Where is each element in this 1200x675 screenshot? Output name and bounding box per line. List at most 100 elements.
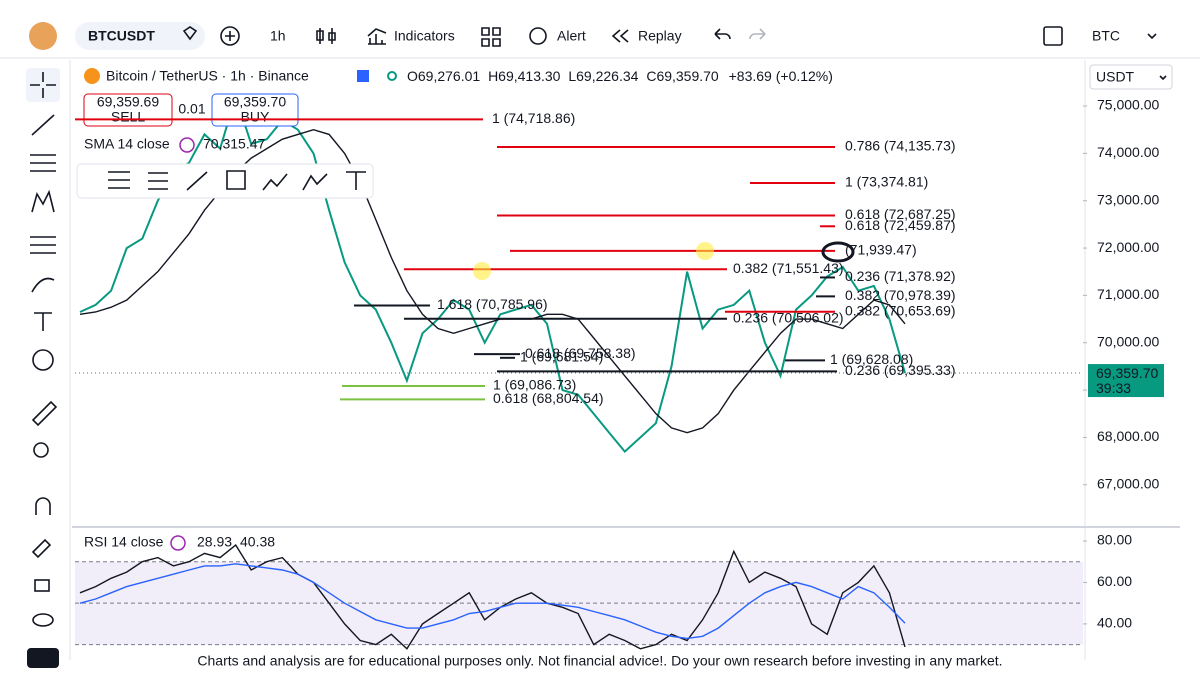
fib-label: 0.382 (71,551.43) [733,260,844,276]
fib-label: 0.618 (72,459.87) [845,217,956,233]
icon-add[interactable] [220,26,240,46]
tool-brush[interactable] [31,277,55,293]
close: C69,359.70 [646,68,719,84]
y-tick-label: 72,000.00 [1097,239,1159,255]
ticker[interactable]: BTC [1092,28,1120,44]
flag[interactable] [357,70,369,82]
fib-label: 1 (74,718.86) [492,110,575,126]
y-tick-label: 40.00 [1097,615,1132,631]
tool-trash[interactable] [27,648,59,668]
sell-label[interactable]: SELL [111,109,145,125]
fib-label: 0.618 (72,687.25) [845,206,956,222]
highlight [696,242,714,260]
overlay: Bitcoin / TetherUS · 1h · Binance O69,27… [75,68,1164,669]
tool-crosshair-bg[interactable] [26,68,60,102]
fib-label: 0.618 (69,758.38) [525,345,636,361]
tool-ruler[interactable] [31,400,58,427]
spread: 0.01 [178,101,205,117]
fib-label: 1 (73,374.81) [845,174,928,190]
icon-dropdown[interactable] [1147,33,1157,40]
buy-price[interactable]: 69,359.70 [224,94,286,110]
y-tick-label: 80.00 [1097,532,1132,548]
icon-indicators[interactable] [367,28,387,45]
status-dot [387,71,397,81]
fib-label: 1.618 (70,785.96) [437,296,548,312]
currency-select[interactable] [1089,64,1173,90]
y-tick-label: 67,000.00 [1097,475,1159,491]
last-price-box [1088,364,1164,398]
icon-candles[interactable] [316,28,336,44]
buy-label[interactable]: BUY [241,109,270,125]
y-tick-label: 60.00 [1097,573,1132,589]
disclaimer: Charts and analysis are for educational … [197,653,1002,669]
alert-button[interactable]: Alert [557,28,586,44]
fib-label: 1 (69,628.08) [830,351,913,367]
fib-label: 0.236 (70,506.02) [733,309,844,325]
icon-redo[interactable] [749,28,766,40]
countdown: 39:33 [1096,380,1131,396]
fib-label: (71,939.47) [845,242,917,258]
floating-toolbar [76,163,374,199]
fib-label: 1 (69,681.54) [520,349,603,365]
sma-settings[interactable] [179,137,195,153]
fib-label: 1 (69,086.73) [493,377,576,393]
icon-undo[interactable] [714,28,731,40]
fib-label: 0.236 (69,395.33) [845,362,956,378]
coin-logo [84,68,100,84]
tool-trendline[interactable] [31,114,55,136]
symbol-pill[interactable] [75,22,205,50]
icon-alert[interactable] [529,27,547,45]
fib-label: 0.382 (70,653.69) [845,302,956,318]
tool-lock[interactable] [34,579,50,592]
highlight [473,262,491,280]
tool-crosshair[interactable] [30,72,56,98]
drawing-tools [26,68,60,668]
sell-price[interactable]: 69,359.69 [97,94,159,110]
last-price-label: 69,359.70 [1096,365,1158,381]
plots: 67,000.0068,000.0069,000.0070,000.0071,0… [75,93,1159,650]
y-tick-label: 68,000.00 [1097,428,1159,444]
interval[interactable]: 1h [270,28,286,44]
currency[interactable]: USDT [1096,69,1135,85]
sma-legend: SMA 14 close [84,136,170,152]
rsi-ma-value: 40.38 [240,534,275,550]
icon-plus [225,31,235,41]
tool-pattern[interactable] [31,189,55,213]
tool-text[interactable] [34,312,52,331]
fib-label: 0.618 (68,804.54) [493,390,604,406]
icon-templates[interactable] [481,27,501,47]
rsi-settings[interactable] [170,535,186,551]
fib-label: 0.786 (74,135.73) [845,138,956,154]
rsi-legend: RSI 14 close [84,534,164,550]
y-tick-label: 73,000.00 [1097,191,1159,207]
tool-lock-draw[interactable] [31,538,52,559]
tool-emoji[interactable] [32,349,54,371]
rsi-line [79,544,906,650]
y-tick-label: 71,000.00 [1097,286,1159,302]
indicators-button[interactable]: Indicators [394,28,455,44]
tool-forecast[interactable] [30,236,56,254]
change: +83.69 (+0.12%) [729,68,833,84]
rsi-value: 28.93 [197,534,232,550]
rsi-ma-line [79,563,906,640]
icon-layout[interactable] [1043,26,1063,46]
chart-title: Bitcoin / TetherUS · 1h · Binance [106,68,309,84]
tool-visibility[interactable] [32,613,54,627]
sma-value: 70,315.47 [203,136,265,152]
symbol[interactable]: BTCUSDT [88,28,155,44]
icon-replay[interactable] [611,29,629,43]
floating-tools[interactable] [108,170,366,191]
ohlc: O69,276.01 H69,413.30 L69,226.34 C69,359… [407,68,833,84]
tool-fib[interactable] [30,154,56,172]
sell-button[interactable] [83,93,173,127]
tool-zoom[interactable] [33,442,49,458]
y-tick-label: 70,000.00 [1097,333,1159,349]
replay-button[interactable]: Replay [638,28,682,44]
buy-button[interactable] [211,93,299,127]
tool-magnet[interactable] [35,497,51,515]
avatar[interactable] [29,22,57,50]
circle-annotation [821,241,855,263]
icon-diamond[interactable] [182,26,198,41]
